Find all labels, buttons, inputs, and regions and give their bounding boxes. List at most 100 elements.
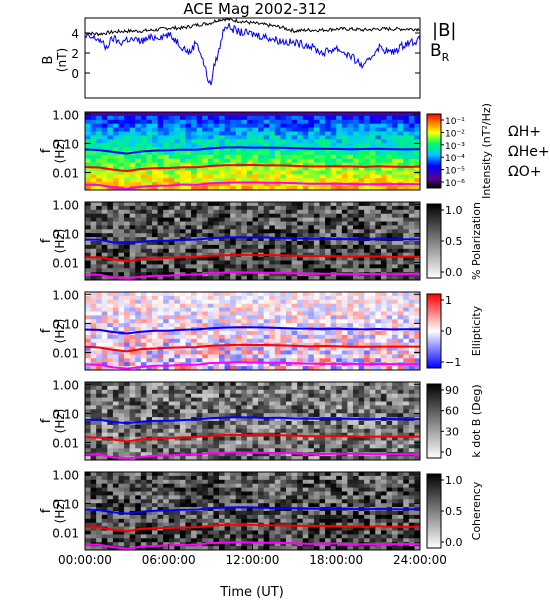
heatmap-cell: [313, 346, 320, 351]
heatmap-cell: [246, 424, 253, 430]
heatmap-cell: [85, 331, 92, 336]
heatmap-cell: [135, 413, 142, 418]
heatmap-cell: [375, 202, 382, 207]
heatmap-cell: [392, 358, 399, 363]
heatmap-cell: [263, 202, 270, 207]
heatmap-cell: [286, 217, 293, 222]
heatmap-cell: [246, 319, 253, 324]
heatmap-cell: [274, 131, 281, 136]
heatmap-cell: [252, 307, 259, 312]
kdotb-frame: [84, 381, 421, 461]
heatmap-cell: [163, 205, 170, 211]
heatmap-cell: [252, 233, 259, 238]
heatmap-cell: [358, 268, 365, 273]
heatmap-cell: [135, 299, 142, 305]
heatmap-cell: [235, 405, 242, 410]
heatmap-cell: [353, 358, 360, 363]
polarization-cyclotron-he: [84, 253, 421, 263]
heatmap-cell: [152, 213, 159, 219]
heatmap-cell: [280, 346, 287, 351]
heatmap-cell: [140, 448, 147, 453]
heatmap-cell: [263, 292, 270, 297]
heatmap-cell: [101, 272, 108, 277]
ellipticity-ylabel: f: [39, 328, 54, 333]
heatmap-cell: [313, 409, 320, 414]
heatmap-cell: [213, 276, 220, 281]
heatmap-cell: [168, 307, 175, 312]
heatmap-cell: [263, 448, 270, 453]
heatmap-cell: [274, 264, 281, 269]
heatmap-cell: [369, 229, 376, 234]
heatmap-cell: [124, 127, 131, 132]
heatmap-cell: [274, 428, 281, 434]
heatmap-cell: [286, 221, 293, 226]
heatmap-cell: [258, 123, 265, 129]
heatmap-cell: [213, 417, 220, 422]
heatmap-cell: [196, 115, 203, 121]
heatmap-cell: [341, 319, 348, 324]
heatmap-cell: [397, 303, 404, 309]
heatmap-cell: [297, 393, 304, 399]
heatmap-cell: [157, 327, 164, 332]
heatmap-cell: [246, 362, 253, 367]
heatmap-cell: [207, 350, 214, 355]
heatmap-cell: [235, 151, 242, 156]
heatmap-cell: [392, 154, 399, 160]
heatmap-cell: [230, 397, 237, 402]
heatmap-cell: [96, 491, 103, 496]
heatmap-cell: [112, 334, 119, 340]
heatmap-cell: [252, 292, 259, 297]
heatmap-cell: [213, 143, 220, 148]
heatmap-cell: [135, 237, 142, 242]
heatmap-cell: [325, 303, 332, 309]
heatmap-cell: [118, 354, 125, 359]
heatmap-cell: [319, 385, 326, 391]
heatmap-cell: [101, 319, 108, 324]
heatmap-cell: [90, 276, 97, 281]
heatmap-cell: [157, 143, 164, 148]
heatmap-cell: [286, 444, 293, 449]
heatmap-cell: [157, 417, 164, 422]
heatmap-cell: [408, 334, 415, 340]
heatmap-cell: [129, 229, 136, 234]
heatmap-cell: [347, 221, 354, 226]
heatmap-cell: [364, 295, 371, 301]
heatmap-cell: [112, 178, 119, 183]
heatmap-cell: [101, 123, 108, 129]
heatmap-cell: [302, 123, 309, 129]
heatmap-cell: [101, 178, 108, 183]
heatmap-cell: [397, 382, 404, 387]
heatmap-cell: [107, 151, 114, 156]
heatmap-cell: [341, 264, 348, 269]
heatmap-cell: [274, 127, 281, 132]
heatmap-cell: [202, 174, 209, 179]
heatmap-cell: [380, 319, 387, 324]
heatmap-cell: [157, 131, 164, 136]
heatmap-cell: [375, 248, 382, 254]
heatmap-cell: [107, 413, 114, 418]
heatmap-cell: [202, 413, 209, 418]
heatmap-cell: [325, 268, 332, 273]
heatmap-cell: [90, 205, 97, 211]
heatmap-cell: [364, 346, 371, 351]
heatmap-cell: [96, 154, 103, 160]
heatmap-cell: [414, 315, 421, 320]
heatmap-cell: [280, 151, 287, 156]
heatmap-cell: [408, 252, 415, 258]
heatmap-cell: [263, 385, 270, 391]
heatmap-cell: [157, 229, 164, 234]
heatmap-cell: [252, 393, 259, 399]
heatmap-cell: [313, 241, 320, 246]
heatmap-cell: [263, 147, 270, 152]
heatmap-cell: [179, 432, 186, 438]
heatmap-cell: [274, 186, 281, 191]
heatmap-cell: [202, 139, 209, 144]
heatmap-cell: [196, 428, 203, 434]
heatmap-cell: [224, 346, 231, 351]
heatmap-cell: [274, 143, 281, 148]
heatmap-cell: [414, 397, 421, 402]
heatmap-cell: [213, 147, 220, 152]
heatmap-cell: [286, 202, 293, 207]
heatmap-cell: [235, 225, 242, 230]
heatmap-cell: [202, 221, 209, 226]
